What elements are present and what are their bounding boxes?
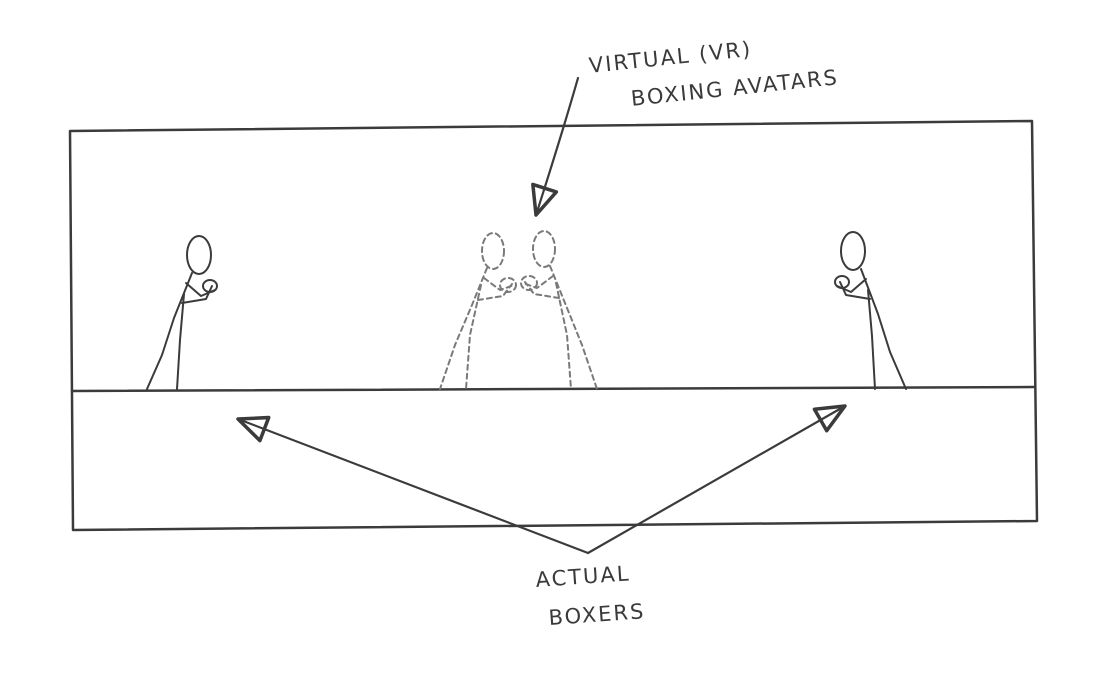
ground-line: [70, 385, 1036, 393]
right-boxer-glove: [834, 275, 850, 289]
right-avatar-figure: [520, 230, 598, 390]
right-boxer-figure: [834, 231, 907, 390]
left-boxer-glove: [202, 279, 218, 293]
left-boxer-figure: [146, 235, 218, 390]
left-boxer-pointer-arrow: [236, 415, 590, 555]
right-avatar-glove: [520, 275, 538, 291]
right-avatar-head: [532, 230, 556, 268]
left-avatar-figure: [439, 232, 517, 390]
left-avatar-glove: [499, 277, 517, 293]
right-avatar-body: [522, 265, 598, 390]
arena-outline: [68, 119, 1039, 532]
right-boxer-head: [840, 231, 866, 271]
left-avatar-head: [481, 232, 505, 270]
right-boxer-pointer-arrow: [586, 404, 847, 555]
left-boxer-body: [146, 272, 216, 390]
avatars-pointer-arrow: [531, 76, 580, 217]
left-avatar-body: [439, 267, 515, 390]
left-boxer-head: [186, 235, 212, 275]
right-boxer-body: [836, 268, 907, 390]
